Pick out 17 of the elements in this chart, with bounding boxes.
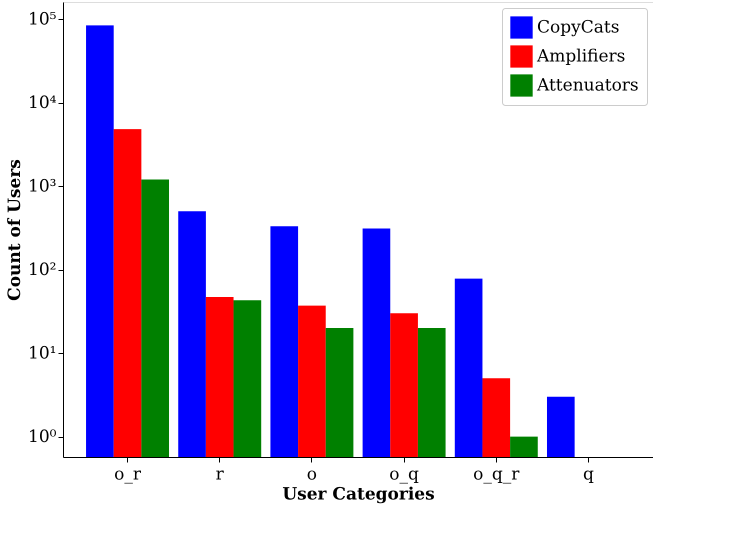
y-tick-label: 10⁰: [28, 427, 57, 448]
legend-label: Attenuators: [536, 76, 639, 96]
y-tick-label: 10³: [28, 176, 56, 197]
y-tick-label: 10⁴: [28, 93, 57, 114]
y-tick-label: 10¹: [28, 344, 56, 364]
x-tick-label: q: [583, 464, 594, 484]
y-axis-title: Count of Users: [5, 159, 26, 301]
y-tick-label: 10²: [28, 260, 56, 280]
x-axis-title: User Categories: [282, 484, 435, 504]
x-tick-label: o_q_r: [473, 464, 520, 484]
x-tick-label: o_q: [389, 464, 420, 484]
legend-label: Amplifiers: [536, 46, 626, 66]
legend-label: CopyCats: [537, 18, 620, 38]
x-tick-label: o: [306, 464, 318, 484]
x-tick-label: r: [216, 464, 225, 484]
x-tick-label: o_r: [114, 464, 142, 484]
y-tick-label: 10⁵: [28, 10, 57, 30]
